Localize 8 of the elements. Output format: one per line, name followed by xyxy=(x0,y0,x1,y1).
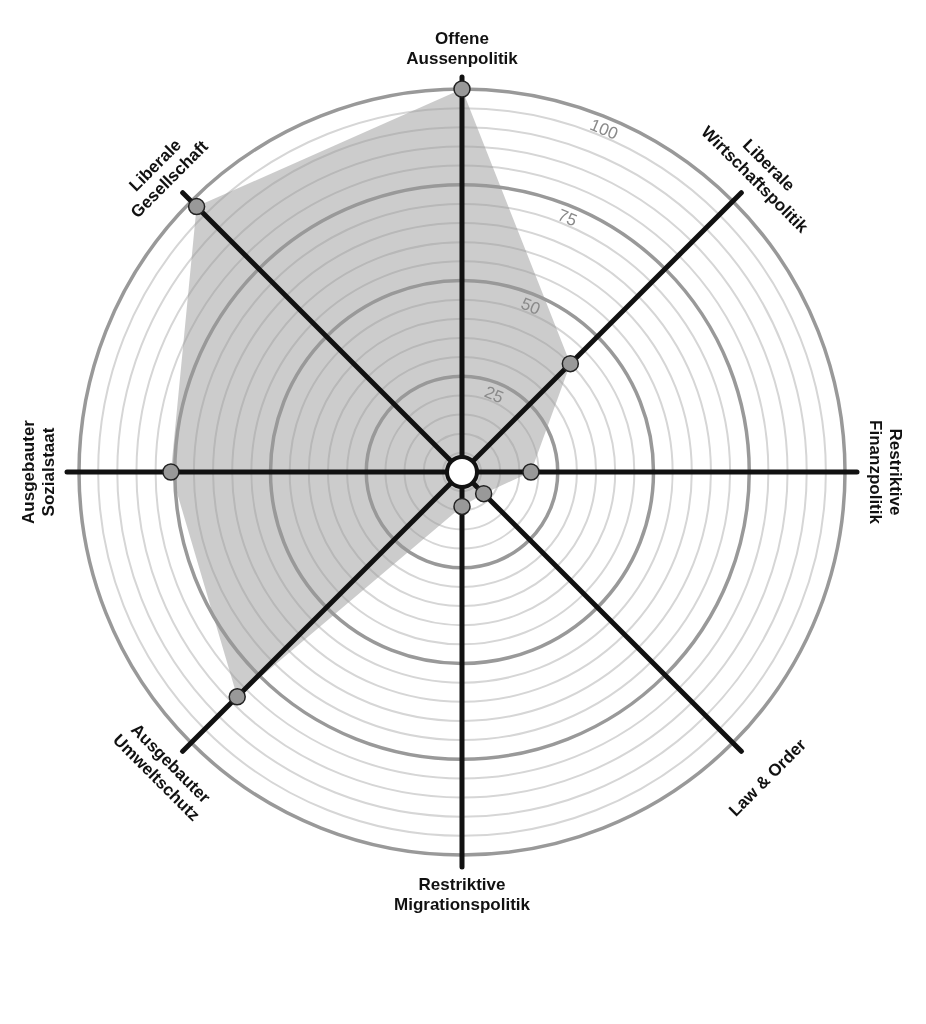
spoke-label: Offene Aussenpolitik xyxy=(406,28,519,68)
y-tick-label: 50 xyxy=(518,293,543,319)
y-tick-label: 75 xyxy=(554,205,580,231)
spoke-label: Ausgebauter Sozialstaat xyxy=(18,419,58,524)
spoke-label: Restriktive Finanzpolitik xyxy=(866,420,906,525)
y-tick-label: 100 xyxy=(587,115,621,144)
spoke-label: Restriktive Migrationspolitik xyxy=(394,874,531,914)
y-tick-label: 25 xyxy=(481,382,507,408)
